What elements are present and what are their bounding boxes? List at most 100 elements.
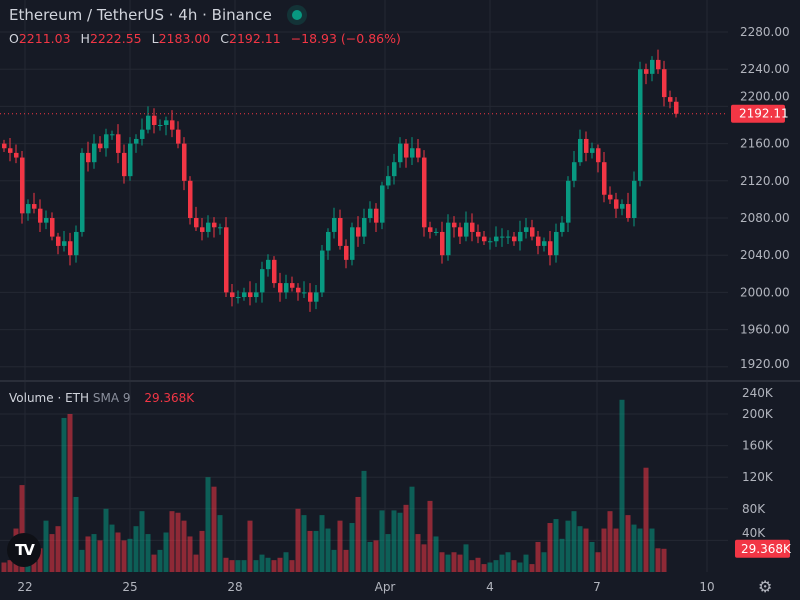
volume-bar xyxy=(403,504,409,572)
volume-bar xyxy=(427,500,433,572)
volume-bar xyxy=(661,548,667,572)
price-axis-label: 2240.00 xyxy=(740,62,790,76)
candle-body xyxy=(458,227,463,237)
candle-body xyxy=(158,125,163,126)
volume-bar xyxy=(643,467,649,572)
candle-body xyxy=(254,292,259,298)
volume-bar xyxy=(505,552,511,572)
volume-bar xyxy=(367,541,373,572)
volume-legend[interactable]: Volume · ETH SMA 9 29.368K xyxy=(9,391,194,406)
volume-bar xyxy=(625,515,631,572)
candle-body xyxy=(164,120,169,125)
volume-bar xyxy=(337,520,343,572)
close-label: C xyxy=(220,31,230,46)
volume-bar xyxy=(193,554,199,572)
candle-body xyxy=(404,143,409,158)
candle-body xyxy=(86,152,91,163)
volume-bar xyxy=(121,540,127,572)
high-label: H xyxy=(80,31,90,46)
volume-bar xyxy=(49,534,55,572)
volume-bar xyxy=(223,557,229,572)
volume-bar xyxy=(481,564,487,572)
candle-body xyxy=(506,236,511,238)
candle-body xyxy=(44,218,49,223)
high-value: 2222.55 xyxy=(89,31,142,46)
market-open-status-icon xyxy=(291,10,302,20)
volume-bar xyxy=(79,549,85,572)
volume-title: Volume · ETH xyxy=(9,391,90,405)
volume-bar xyxy=(373,540,379,572)
price-axis-label: 2080.00 xyxy=(740,211,790,225)
volume-bar xyxy=(157,549,163,572)
symbol-title[interactable]: Ethereum / TetherUS · 4h · Binance xyxy=(9,6,272,24)
volume-bar xyxy=(103,508,109,572)
volume-bar xyxy=(583,528,589,572)
candle-body xyxy=(356,227,361,237)
tradingview-logo[interactable]: TV xyxy=(7,533,41,567)
volume-bar xyxy=(61,417,67,572)
price-axis-label: 1960.00 xyxy=(740,323,790,337)
volume-bar xyxy=(649,528,655,572)
candle-body xyxy=(38,208,43,223)
volume-bar xyxy=(55,526,61,572)
volume-bar xyxy=(529,564,535,572)
volume-bar xyxy=(91,534,97,572)
volume-bar xyxy=(595,552,601,572)
candle-body xyxy=(590,148,595,153)
candle-body xyxy=(566,180,571,223)
volume-bar xyxy=(541,552,547,572)
volume-bar xyxy=(391,510,397,572)
candle-body xyxy=(20,157,25,214)
volume-bar xyxy=(355,496,361,572)
volume-bar xyxy=(631,524,637,572)
volume-bar xyxy=(217,515,223,572)
volume-bar xyxy=(187,536,193,572)
volume-bar xyxy=(67,414,73,572)
price-axis-label: 2120.00 xyxy=(740,174,790,188)
ohlc-values: O2211.03 H2222.55 L2183.00 C2192.11 −18.… xyxy=(9,31,407,47)
volume-bar xyxy=(7,560,13,572)
volume-bar xyxy=(229,560,235,572)
volume-bar xyxy=(343,549,349,572)
candle-body xyxy=(104,134,109,149)
volume-bar xyxy=(253,560,259,572)
candle-body xyxy=(326,231,331,251)
candle-body xyxy=(512,236,517,242)
volume-bar xyxy=(265,557,271,572)
time-axis-label: 10 xyxy=(699,580,714,594)
volume-bar xyxy=(169,511,175,572)
volume-bar xyxy=(331,549,337,572)
volume-axis-label: 40K xyxy=(742,526,766,540)
price-axis-label: 2040.00 xyxy=(740,248,790,262)
volume-bar xyxy=(301,515,307,572)
candle-body xyxy=(380,185,385,223)
candle-body xyxy=(182,143,187,181)
candle-body xyxy=(392,162,397,177)
candle-body xyxy=(530,227,535,237)
time-axis-label: 28 xyxy=(227,580,242,594)
volume-bar xyxy=(313,530,319,572)
volume-bar xyxy=(115,532,121,572)
candle-body xyxy=(434,231,439,233)
volume-bar xyxy=(43,520,49,572)
volume-value: 29.368K xyxy=(144,391,195,405)
volume-axis-label: 80K xyxy=(742,502,766,516)
volume-bar xyxy=(457,554,463,572)
volume-axis-label: 160K xyxy=(742,439,774,453)
volume-bar xyxy=(559,538,565,572)
candle-body xyxy=(422,157,427,228)
candle-body xyxy=(200,227,205,232)
volume-bar xyxy=(139,511,145,572)
open-value: 2211.03 xyxy=(18,31,71,46)
low-label: L xyxy=(151,31,159,46)
gear-icon[interactable]: ⚙ xyxy=(758,577,773,596)
candle-body xyxy=(122,152,127,177)
last-price-badge xyxy=(731,104,785,123)
candle-body xyxy=(662,69,667,98)
candle-body xyxy=(176,129,181,144)
candle-body xyxy=(296,287,301,293)
price-axis-label: 2000.00 xyxy=(740,285,790,299)
volume-bar xyxy=(565,520,571,572)
volume-bar xyxy=(379,510,385,572)
